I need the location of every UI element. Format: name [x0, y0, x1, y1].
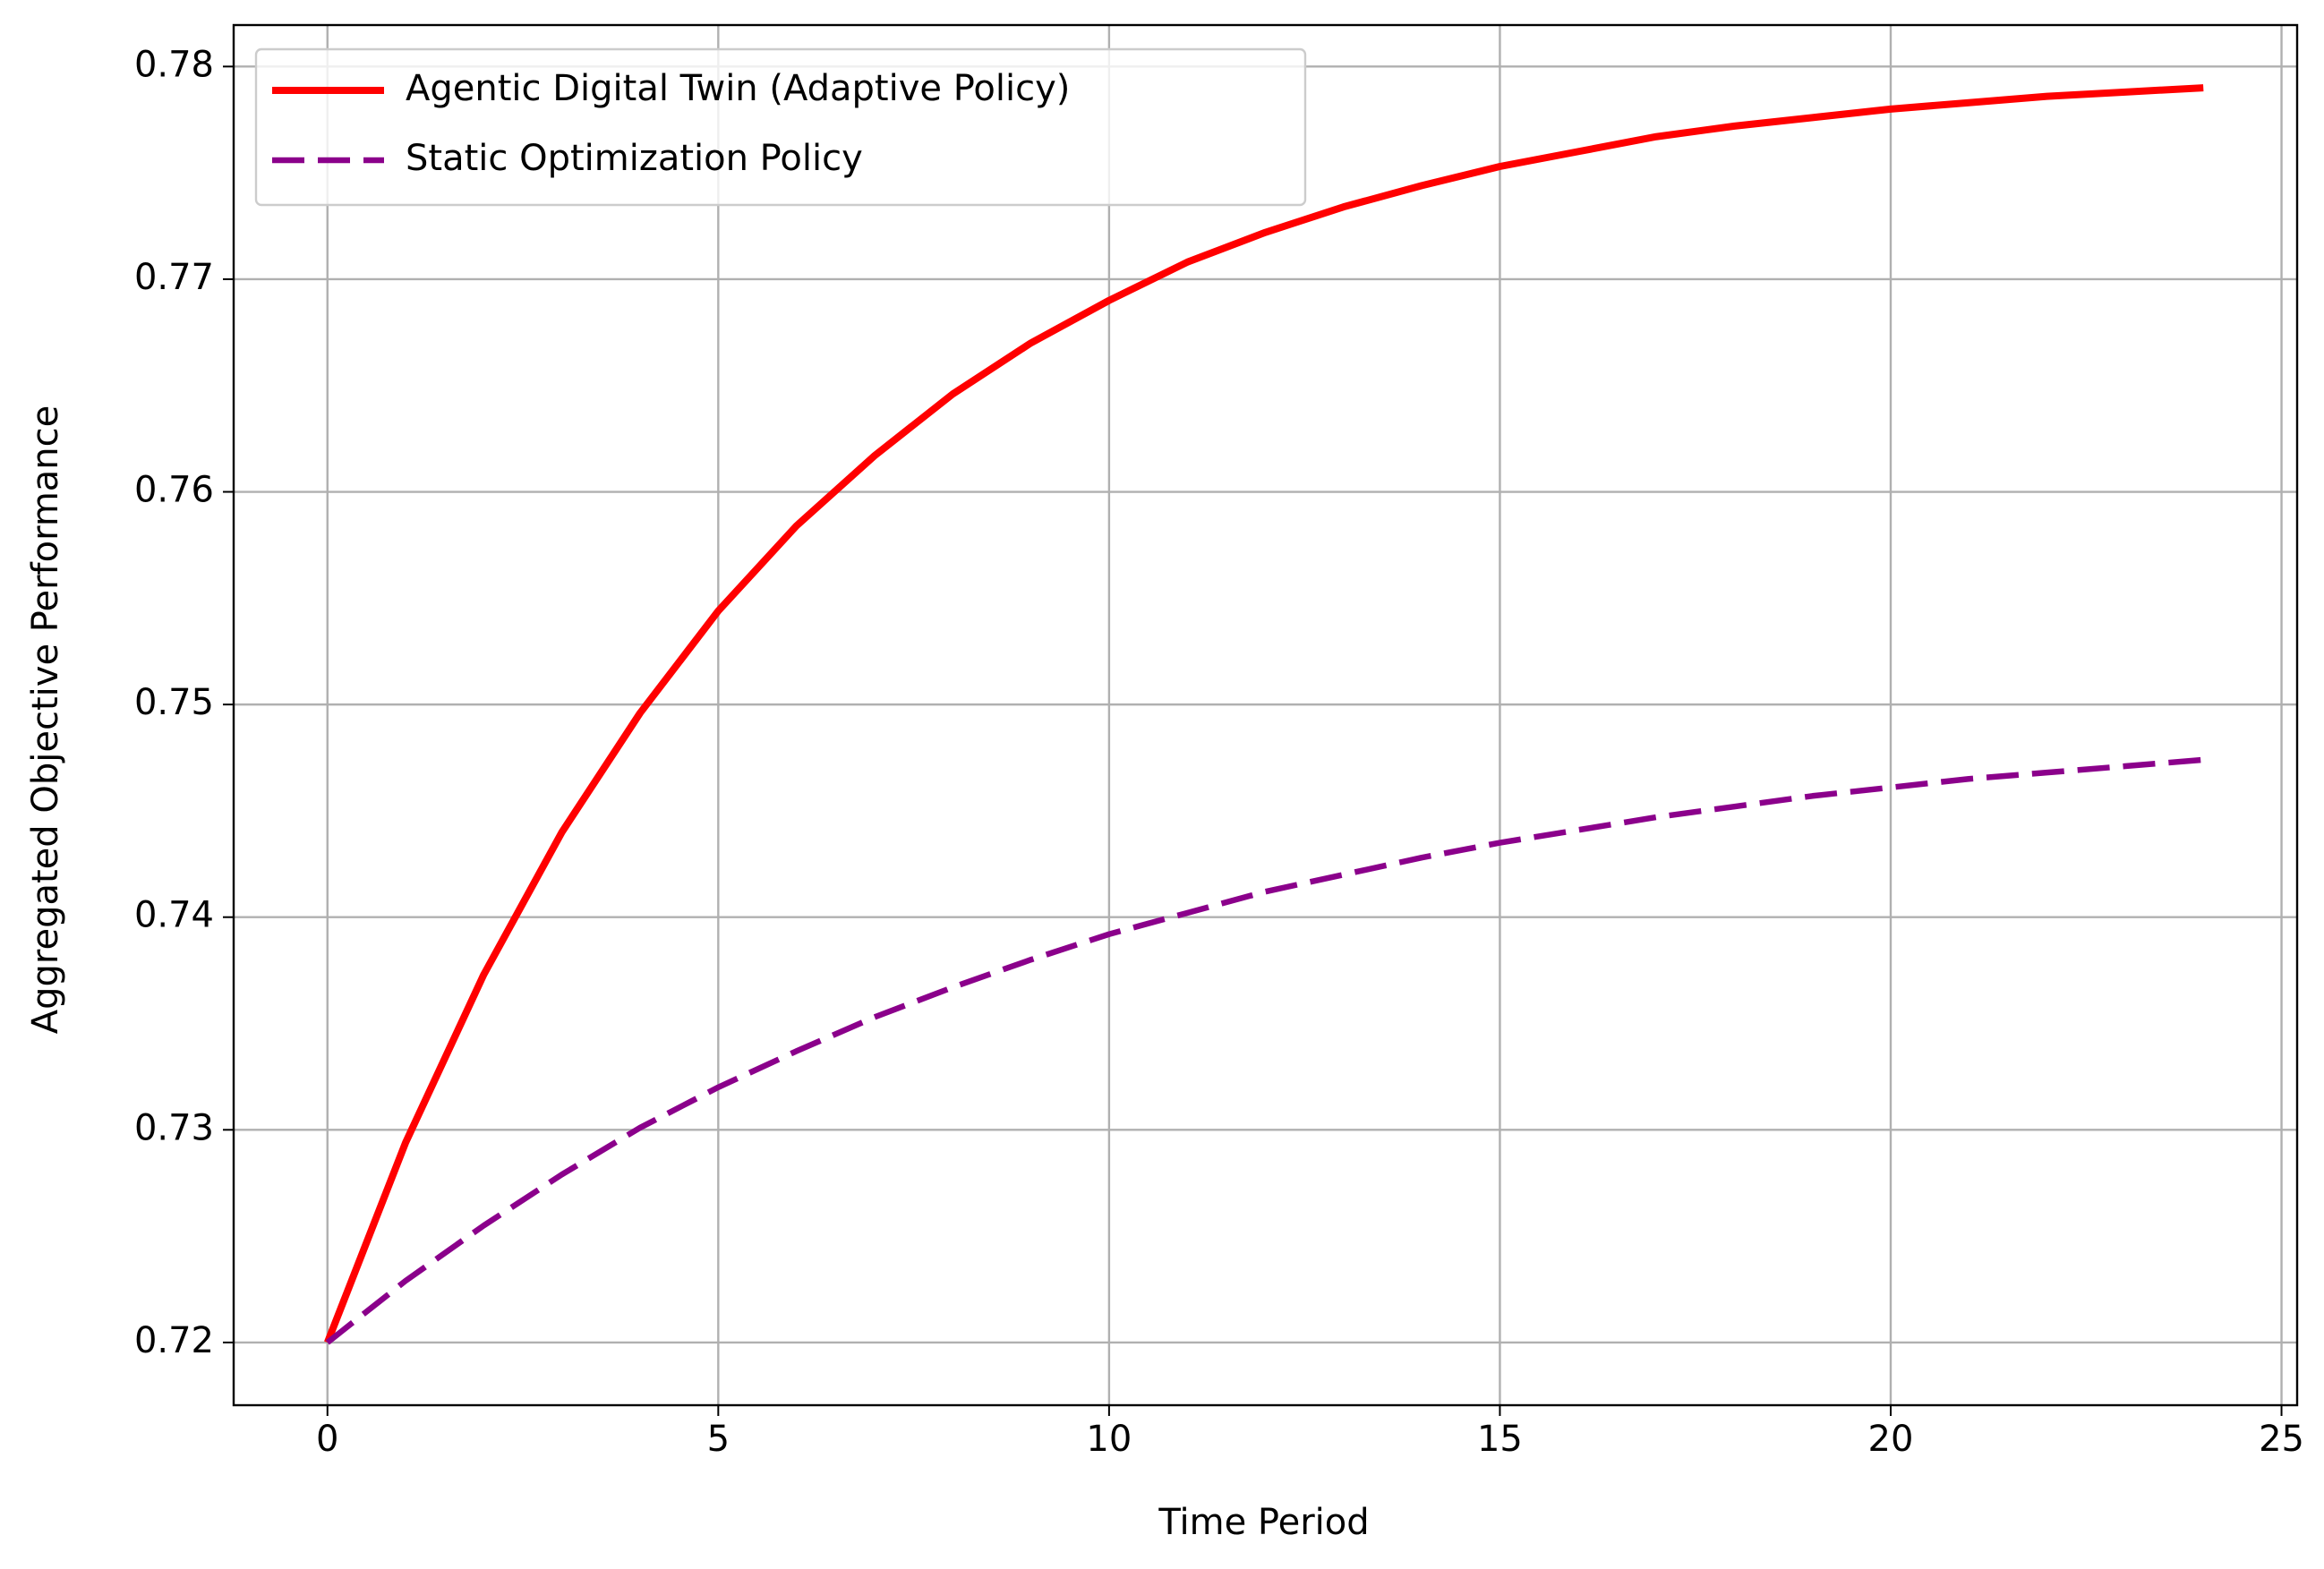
y-tick-label: 0.73	[134, 1107, 214, 1148]
x-tick-label: 15	[1477, 1419, 1523, 1460]
x-tick-label: 0	[316, 1419, 338, 1460]
y-tick-label: 0.77	[134, 257, 214, 298]
y-axis-label: Aggregated Objective Performance	[25, 405, 66, 1034]
legend-label: Agentic Digital Twin (Adaptive Policy)	[406, 68, 1070, 109]
series-line	[324, 84, 2204, 1344]
x-axis-label: Time Period	[1158, 1502, 1369, 1543]
y-tick-label: 0.74	[134, 895, 214, 936]
x-tick-label: 5	[707, 1419, 730, 1460]
legend-label: Static Optimization Policy	[406, 138, 863, 179]
series-line	[325, 756, 2204, 1345]
y-tick-label: 0.78	[134, 44, 214, 85]
plot-frame	[232, 23, 2299, 1407]
x-tick-label: 25	[2259, 1419, 2304, 1460]
legend-box	[254, 47, 1307, 207]
y-tick-label: 0.76	[134, 470, 214, 511]
x-tick-label: 10	[1086, 1419, 1132, 1460]
y-tick-label: 0.75	[134, 682, 214, 723]
x-tick-label: 20	[1868, 1419, 1914, 1460]
y-tick-label: 0.72	[134, 1320, 214, 1361]
